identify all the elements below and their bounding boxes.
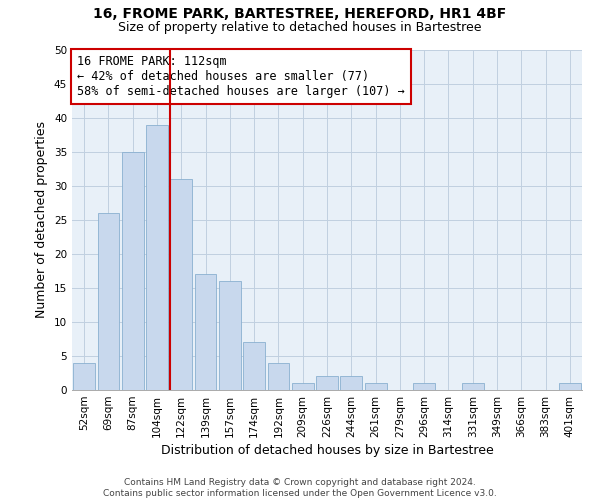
- Y-axis label: Number of detached properties: Number of detached properties: [35, 122, 49, 318]
- Bar: [146, 125, 168, 390]
- Bar: [170, 179, 192, 390]
- Text: Contains HM Land Registry data © Crown copyright and database right 2024.
Contai: Contains HM Land Registry data © Crown c…: [103, 478, 497, 498]
- X-axis label: Distribution of detached houses by size in Bartestree: Distribution of detached houses by size …: [161, 444, 493, 457]
- Bar: [97, 213, 119, 390]
- Bar: [316, 376, 338, 390]
- Bar: [194, 274, 217, 390]
- Text: 16 FROME PARK: 112sqm
← 42% of detached houses are smaller (77)
58% of semi-deta: 16 FROME PARK: 112sqm ← 42% of detached …: [77, 55, 405, 98]
- Text: Size of property relative to detached houses in Bartestree: Size of property relative to detached ho…: [118, 21, 482, 34]
- Bar: [292, 383, 314, 390]
- Bar: [340, 376, 362, 390]
- Bar: [559, 383, 581, 390]
- Bar: [413, 383, 435, 390]
- Bar: [219, 281, 241, 390]
- Bar: [122, 152, 143, 390]
- Bar: [365, 383, 386, 390]
- Bar: [268, 363, 289, 390]
- Bar: [73, 363, 95, 390]
- Bar: [243, 342, 265, 390]
- Bar: [462, 383, 484, 390]
- Text: 16, FROME PARK, BARTESTREE, HEREFORD, HR1 4BF: 16, FROME PARK, BARTESTREE, HEREFORD, HR…: [94, 8, 506, 22]
